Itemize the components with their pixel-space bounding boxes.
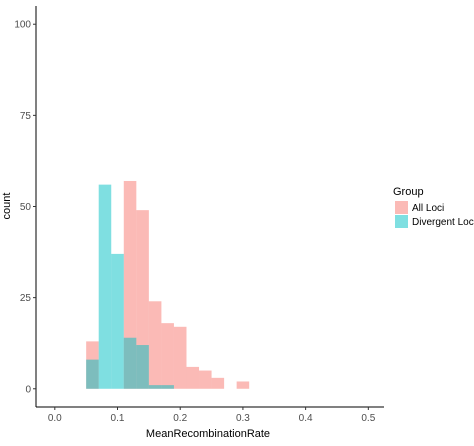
bar [211, 377, 225, 389]
y-axis-ticks: 0 25 50 75 100 [14, 20, 36, 395]
bar [136, 210, 149, 389]
legend-label: Divergent Loci [412, 217, 474, 228]
bar [161, 323, 174, 389]
legend: Group All Loci Divergent Loci [393, 186, 474, 228]
series-1 [86, 180, 250, 389]
x-tick-label: 0.2 [173, 413, 187, 424]
legend-item: All Loci [395, 201, 444, 214]
x-axis-ticks: 0.0 0.1 0.2 0.3 0.4 0.5 [48, 407, 376, 424]
y-tick-label: 25 [20, 293, 32, 304]
histogram-bars [86, 180, 250, 389]
legend-swatch [395, 215, 408, 228]
legend-label: All Loci [412, 203, 444, 214]
y-axis-title: count [1, 193, 13, 220]
bar [173, 326, 187, 389]
bar [148, 301, 162, 389]
legend-item: Divergent Loci [395, 215, 474, 228]
bar [123, 337, 137, 389]
bar [111, 253, 124, 389]
x-tick-label: 0.1 [111, 413, 125, 424]
legend-title: Group [393, 186, 424, 198]
x-tick-label: 0.5 [361, 413, 375, 424]
y-tick-label: 75 [20, 111, 32, 122]
bar [123, 180, 137, 389]
y-tick-label: 100 [14, 20, 31, 31]
bar [98, 184, 112, 389]
bar [148, 385, 162, 389]
legend-swatch [395, 201, 408, 214]
bar [186, 366, 200, 389]
bar [199, 370, 212, 389]
bar [161, 385, 174, 389]
x-axis-title: MeanRecombinationRate [146, 428, 270, 440]
y-tick-label: 50 [20, 202, 32, 213]
bar [86, 359, 99, 389]
y-tick-label: 0 [25, 384, 31, 395]
x-tick-label: 0.4 [299, 413, 313, 424]
bar [136, 345, 149, 389]
x-tick-label: 0.3 [236, 413, 250, 424]
series-2 [86, 184, 174, 389]
bar [236, 381, 250, 389]
x-tick-label: 0.0 [48, 413, 62, 424]
